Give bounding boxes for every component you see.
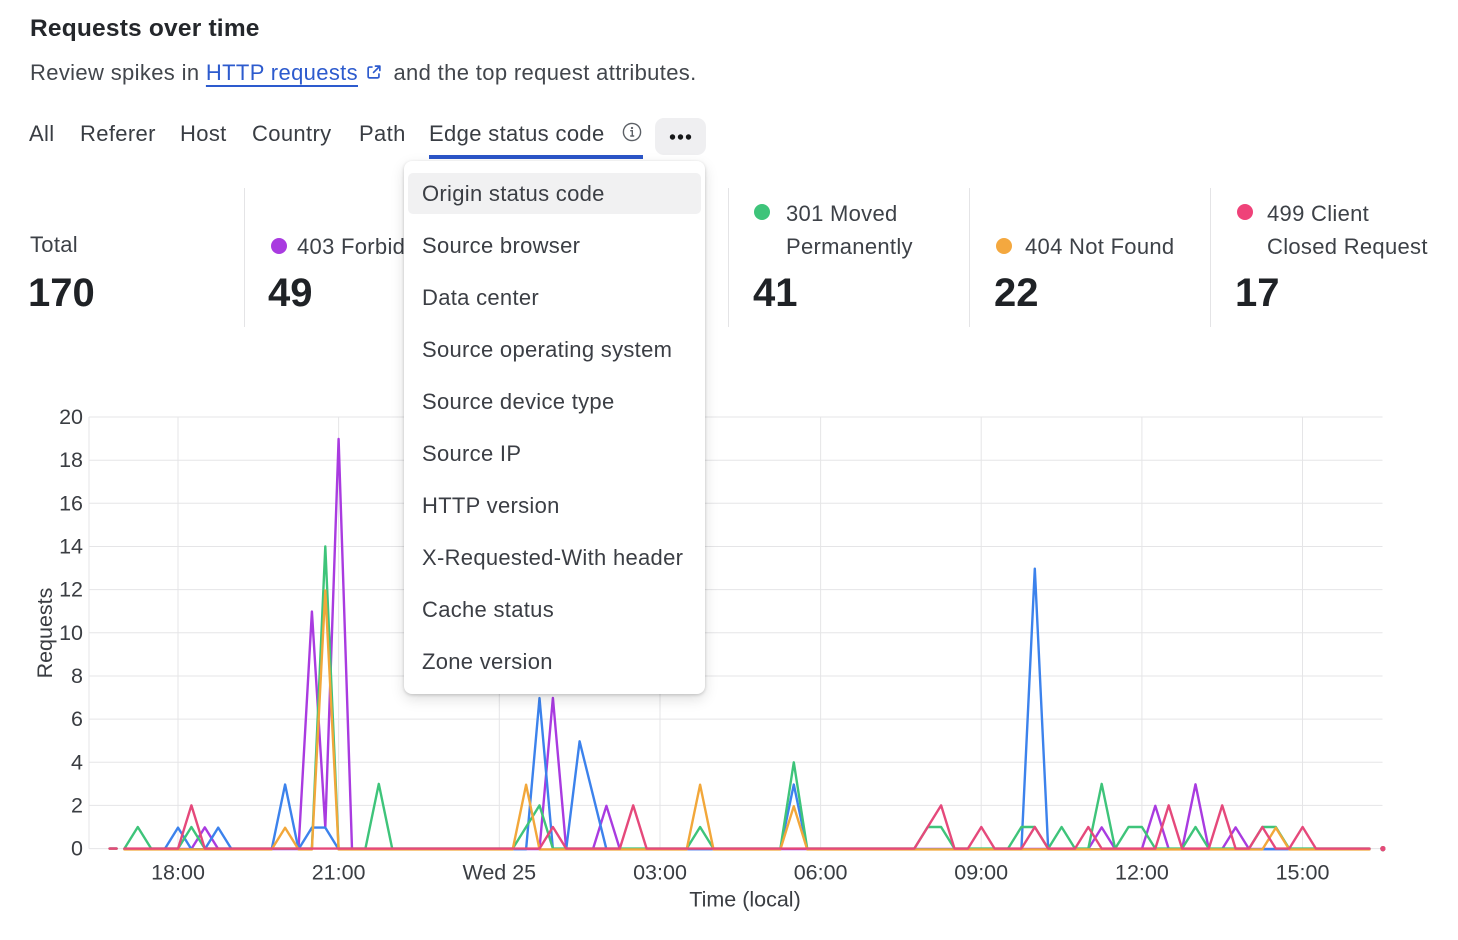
svg-text:18:00: 18:00	[151, 860, 205, 884]
svg-text:09:00: 09:00	[954, 860, 1008, 884]
svg-text:20: 20	[59, 405, 83, 429]
svg-text:21:00: 21:00	[312, 860, 366, 884]
svg-text:4: 4	[71, 750, 83, 774]
svg-text:6: 6	[71, 707, 83, 731]
svg-text:Wed 25: Wed 25	[462, 860, 536, 884]
svg-text:12: 12	[59, 578, 83, 602]
svg-text:2: 2	[71, 793, 83, 817]
svg-text:14: 14	[59, 535, 83, 559]
svg-text:16: 16	[59, 491, 83, 515]
svg-text:10: 10	[59, 621, 83, 645]
svg-text:8: 8	[71, 664, 83, 688]
svg-text:0: 0	[71, 837, 83, 861]
svg-text:03:00: 03:00	[633, 860, 687, 884]
svg-text:15:00: 15:00	[1276, 860, 1330, 884]
svg-text:06:00: 06:00	[794, 860, 848, 884]
svg-text:12:00: 12:00	[1115, 860, 1169, 884]
svg-text:18: 18	[59, 448, 83, 472]
svg-text:Time (local): Time (local)	[689, 888, 801, 912]
svg-text:Requests: Requests	[33, 588, 57, 679]
